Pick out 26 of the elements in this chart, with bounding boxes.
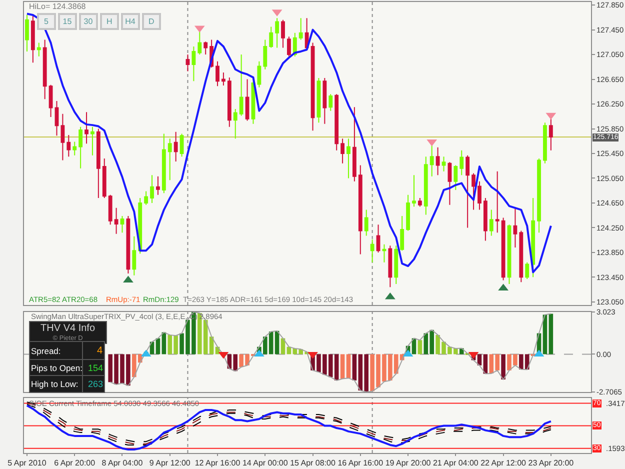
x-tick-label: 21 Apr 04:00: [432, 458, 479, 468]
annotation: 154: [88, 363, 103, 373]
x-tick-label: 14 Apr 00:00: [242, 458, 288, 468]
x-tick-label: 9 Apr 12:00: [149, 458, 191, 468]
x-tick-label: 19 Apr 20:00: [385, 458, 432, 468]
x-tick-label: 8 Apr 04:00: [102, 458, 144, 468]
x-tick-label: 23 Apr 20:00: [528, 458, 574, 468]
x-tick-label: 16 Apr 16:00: [338, 458, 384, 468]
annotation: THV V4 Info: [40, 323, 96, 334]
x-tick-label: 22 Apr 12:00: [480, 458, 527, 468]
x-tick-label: 12 Apr 16:00: [194, 458, 241, 468]
x-tick-label: 15 Apr 08:00: [290, 458, 336, 468]
x-tick-label: 5 Apr 2010: [8, 458, 47, 468]
annotation: D: [148, 17, 154, 26]
x-tick-label: 6 Apr 20:00: [54, 458, 96, 468]
annotation: H: [106, 17, 112, 26]
annotation: 15: [62, 17, 72, 26]
annotation: Spread:: [31, 346, 61, 356]
annotation: Pips to Open:: [31, 363, 83, 373]
annotation: High to Low:: [31, 379, 78, 389]
annotation: 4: [97, 346, 103, 356]
annotation: 5: [44, 17, 49, 26]
annotation: H4: [125, 17, 136, 26]
annotation: HiLo= 124.3868: [29, 2, 86, 11]
annotation: 263: [88, 379, 103, 389]
annotation: 30: [84, 17, 94, 26]
